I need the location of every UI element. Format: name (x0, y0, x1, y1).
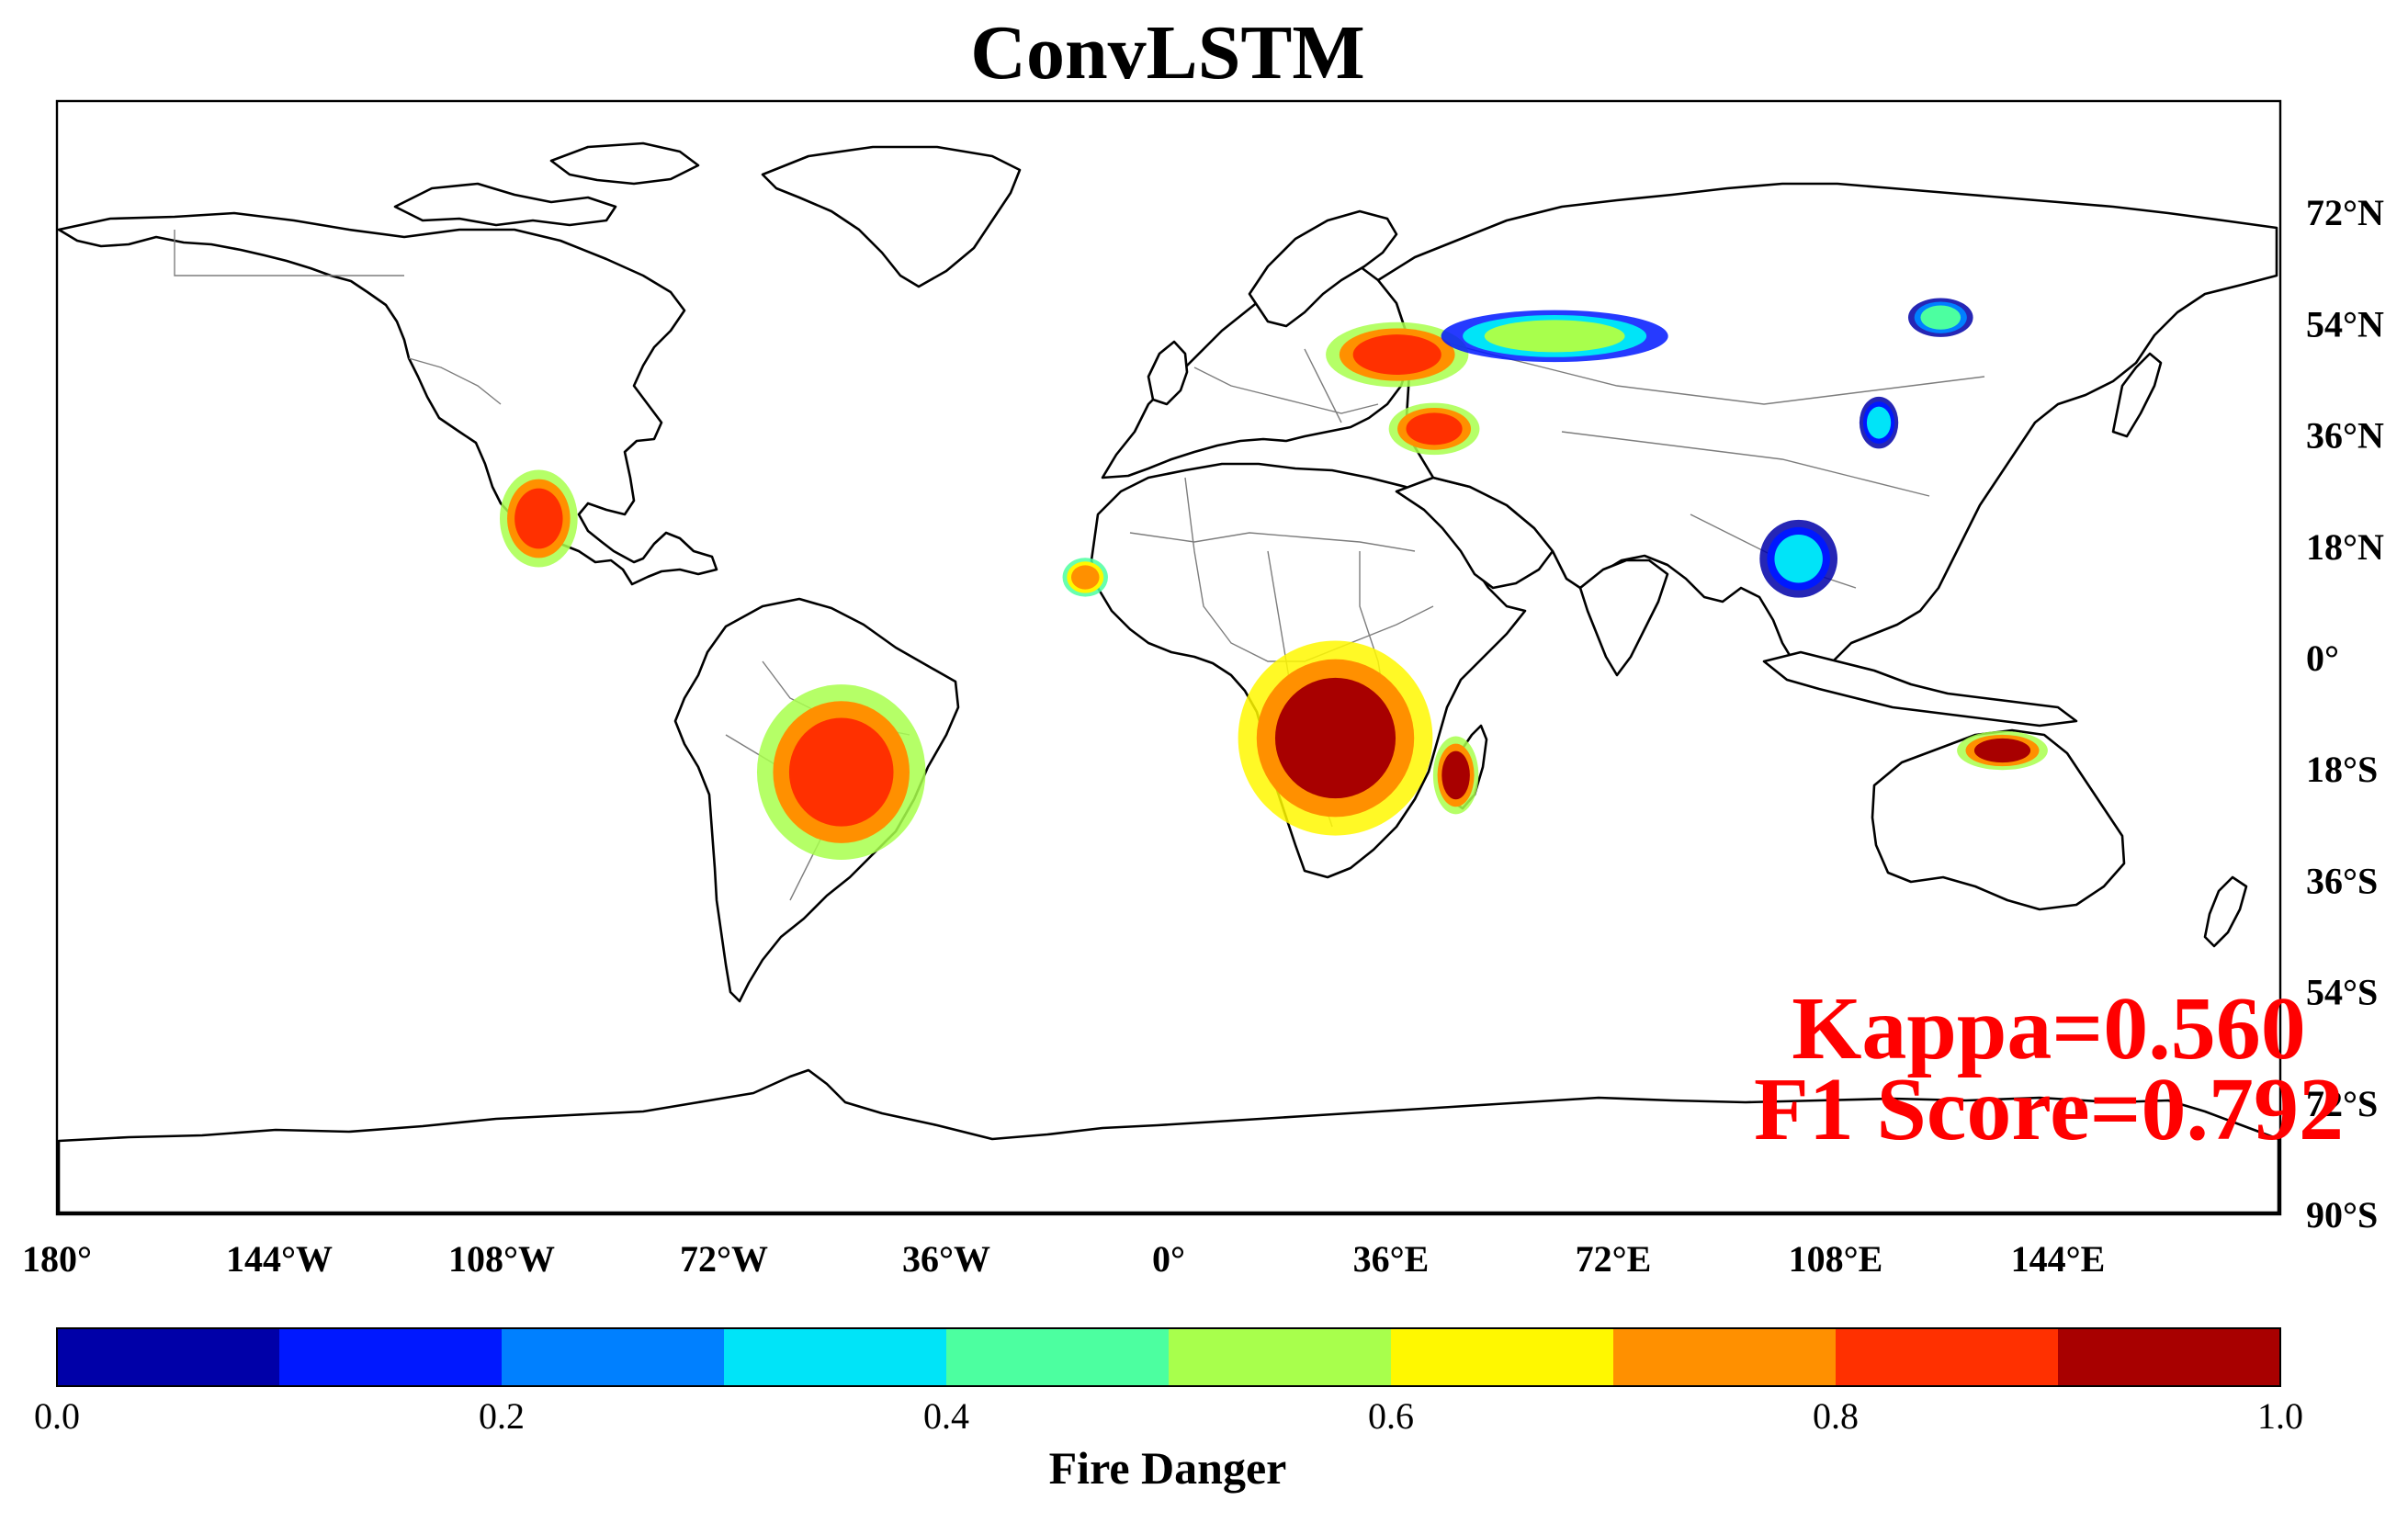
lat-tick-label: 54°N (2306, 303, 2384, 344)
colorbar-tick-label: 0.2 (479, 1395, 525, 1437)
fire-danger-overlay (499, 298, 2048, 861)
new-zealand-islands (2203, 875, 2248, 948)
colorbar-bin (724, 1328, 947, 1386)
fire-patch-core (514, 488, 563, 549)
lon-tick-label: 72°E (1576, 1238, 1652, 1280)
fire-patch-core (1406, 412, 1463, 446)
colorbar-bin (1391, 1328, 1614, 1386)
antarctica-landmass (57, 1068, 2280, 1214)
border-africa-1 (1129, 532, 1416, 552)
colorbar-frame (56, 1327, 2281, 1387)
colorbar-label: Fire Danger (1049, 1442, 1287, 1494)
lon-tick-label: 180° (22, 1238, 92, 1280)
greenland-landmass (761, 145, 1022, 288)
f1-score-label: F1 Score=0.792 (1754, 1060, 2344, 1159)
lon-tick-label: 0° (1152, 1238, 1185, 1280)
fire-patch-core (1274, 677, 1396, 799)
colorbar-bin (502, 1328, 725, 1386)
fire-patch-core (788, 717, 894, 827)
world-map (55, 99, 2282, 1216)
lat-tick-label: 72°S (2306, 1083, 2378, 1124)
lon-tick-label: 72°W (680, 1238, 768, 1280)
lat-tick-label: 54°S (2306, 972, 2378, 1013)
fire-patch-core (1920, 305, 1961, 330)
figure-title: ConvLSTM (970, 10, 1364, 96)
colorbar-bin (279, 1328, 503, 1386)
map-frame (55, 99, 2282, 1216)
border-us-canada (174, 230, 404, 276)
fire-patch-core (1774, 535, 1823, 583)
colorbar-bin (57, 1328, 280, 1386)
border-europe-1 (1193, 367, 1379, 414)
colorbar-bin (2058, 1328, 2281, 1386)
fire-patch-core (1352, 334, 1441, 375)
india-peninsula (1578, 558, 1669, 677)
longitude-tick-labels: 180° 144°W 108°W 72°W 36°W 0° 36°E 72°E 108°E 144… (22, 1238, 2105, 1280)
asia-landmass (1376, 182, 2278, 682)
lat-tick-label: 36°N (2306, 415, 2384, 457)
border-europe-2 (1304, 348, 1342, 423)
colorbar-bins (57, 1328, 2281, 1386)
latitude-tick-labels: 72°N 54°N 36°N 18°N 0° 18°S 36°S 54°S 72°S 90°S (2306, 192, 2384, 1235)
southeast-asia-islands (1762, 650, 2078, 728)
colorbar-tick-label: 0.0 (34, 1395, 80, 1437)
fire-patch-core (1070, 565, 1100, 590)
japan-islands (2111, 352, 2163, 438)
lon-tick-label: 144°E (2011, 1238, 2106, 1280)
colorbar-bin (1836, 1328, 2059, 1386)
colorbar: 0.0 0.2 0.4 0.6 0.8 1.0 Fire Danger (34, 1327, 2303, 1494)
kappa-score-label: Kappa=0.560 (1792, 979, 2306, 1078)
lon-tick-label: 36°E (1353, 1238, 1430, 1280)
fire-patch-core (1441, 750, 1470, 800)
fire-patch-core (1973, 738, 2031, 763)
arctic-islands-north (549, 141, 700, 186)
colorbar-tick-labels: 0.0 0.2 0.4 0.6 0.8 1.0 (34, 1395, 2303, 1437)
fire-patch-core (1484, 320, 1625, 353)
colorbar-tick-label: 0.8 (1813, 1395, 1859, 1437)
lon-tick-label: 108°E (1789, 1238, 1883, 1280)
great-britain-landmass (1147, 340, 1189, 406)
lat-tick-label: 90°S (2306, 1194, 2378, 1235)
lat-tick-label: 0° (2306, 637, 2339, 679)
colorbar-tick-label: 0.4 (923, 1395, 969, 1437)
colorbar-tick-label: 1.0 (2257, 1395, 2303, 1437)
lat-tick-label: 36°S (2306, 860, 2378, 901)
lat-tick-label: 18°S (2306, 749, 2378, 790)
colorbar-bin (946, 1328, 1170, 1386)
border-us-mexico (408, 357, 502, 405)
fire-patch-core (1866, 406, 1892, 439)
colorbar-bin (1613, 1328, 1837, 1386)
colorbar-tick-label: 0.6 (1368, 1395, 1414, 1437)
lat-tick-label: 72°N (2306, 192, 2384, 233)
lon-tick-label: 108°W (448, 1238, 555, 1280)
lat-tick-label: 18°N (2306, 526, 2384, 568)
arctic-archipelago (393, 182, 617, 227)
border-africa-2 (1184, 477, 1434, 662)
colorbar-bin (1169, 1328, 1392, 1386)
scandinavia-landmass (1248, 209, 1398, 328)
lon-tick-label: 144°W (226, 1238, 333, 1280)
border-central-asia (1561, 431, 1930, 497)
lon-tick-label: 36°W (902, 1238, 990, 1280)
